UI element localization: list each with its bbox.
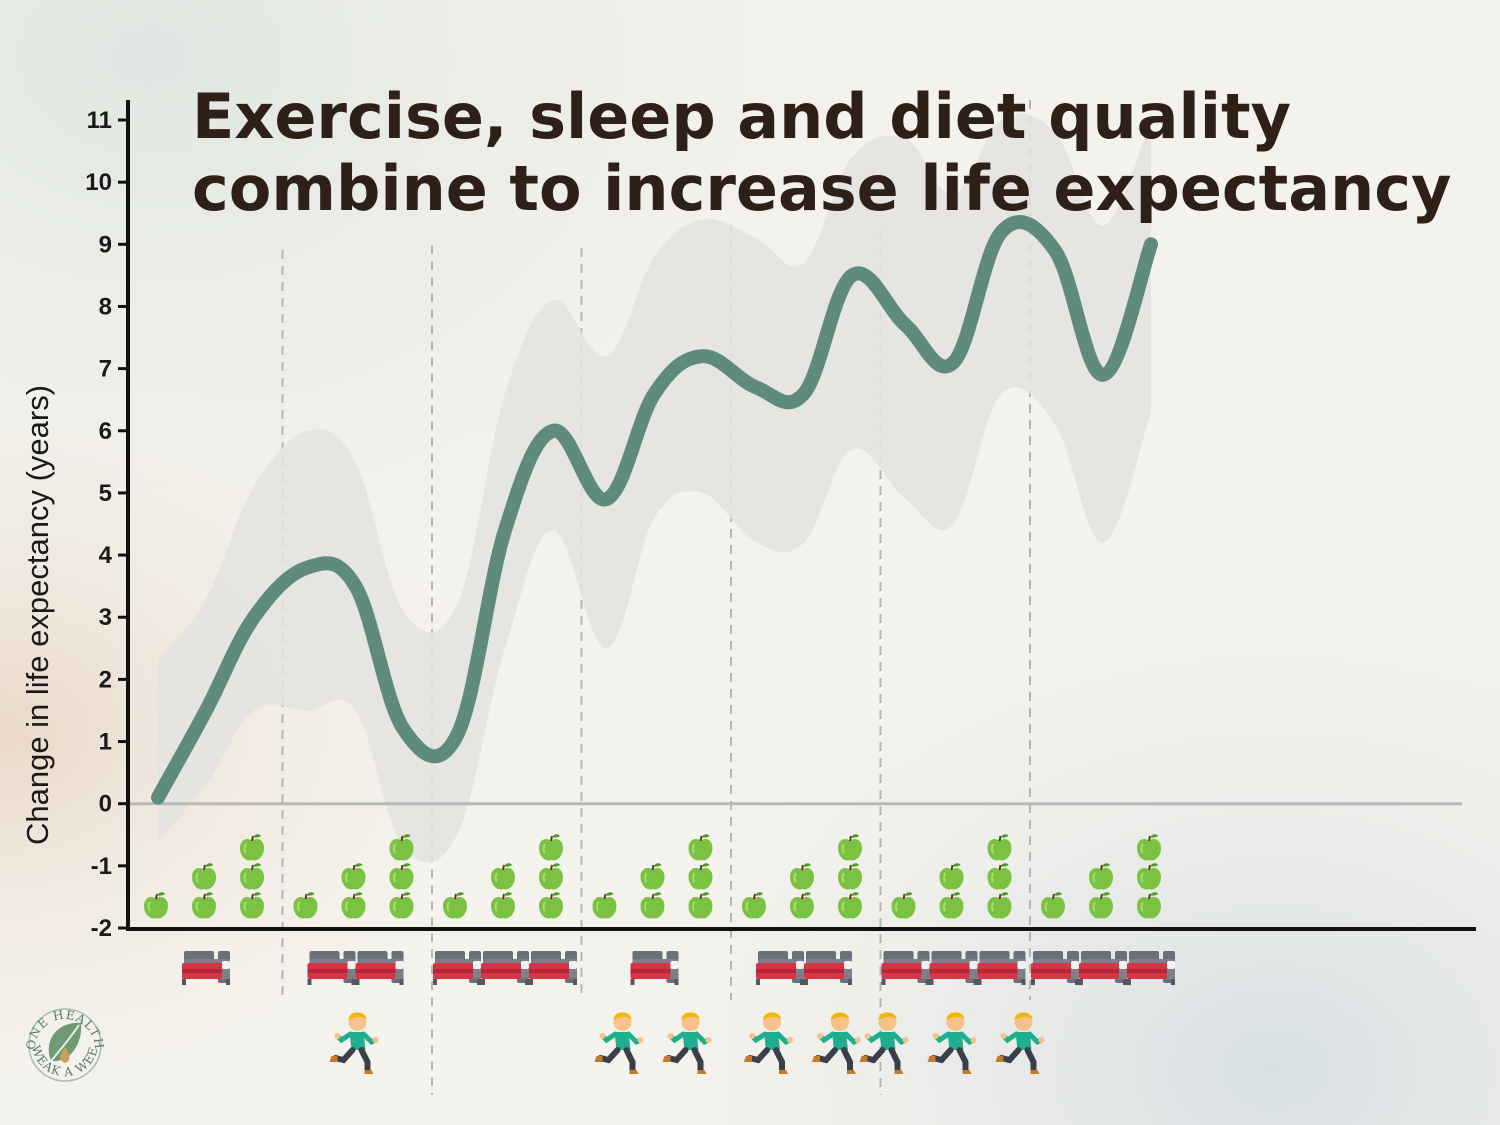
y-tick-label: 0 <box>99 791 112 818</box>
y-axis: -2 -1 0 1 2 3 4 5 6 7 8 9 10 11 <box>85 100 1476 942</box>
y-tick-label: 10 <box>85 169 112 196</box>
y-axis-title: Change in life expectancy (years) <box>20 385 55 845</box>
y-tick-label: 2 <box>99 666 112 693</box>
y-tick-label: 1 <box>99 729 112 756</box>
y-tick-label: 3 <box>99 604 112 631</box>
confidence-band <box>158 113 1151 864</box>
leaf-drop-icon <box>48 1022 82 1063</box>
chart-title-line-2: combine to increase life expectancy <box>192 152 1451 225</box>
y-tick-label: 9 <box>99 231 112 258</box>
life-expectancy-line <box>151 215 1158 805</box>
y-tick-label: -1 <box>91 853 112 880</box>
y-tick-label: -2 <box>91 915 112 942</box>
y-tick-label: 11 <box>87 107 112 134</box>
trend-line-layer <box>151 215 1158 805</box>
logo-ring <box>28 1008 102 1082</box>
y-tick-label: 8 <box>99 293 112 320</box>
y-tick-label: 7 <box>99 356 112 383</box>
y-tick-label: 6 <box>99 418 112 445</box>
confidence-band-layer <box>158 113 1151 864</box>
chart-title-line-1: Exercise, sleep and diet quality <box>192 80 1291 153</box>
y-tick-label: 4 <box>99 542 113 569</box>
y-tick-label: 5 <box>99 480 112 507</box>
